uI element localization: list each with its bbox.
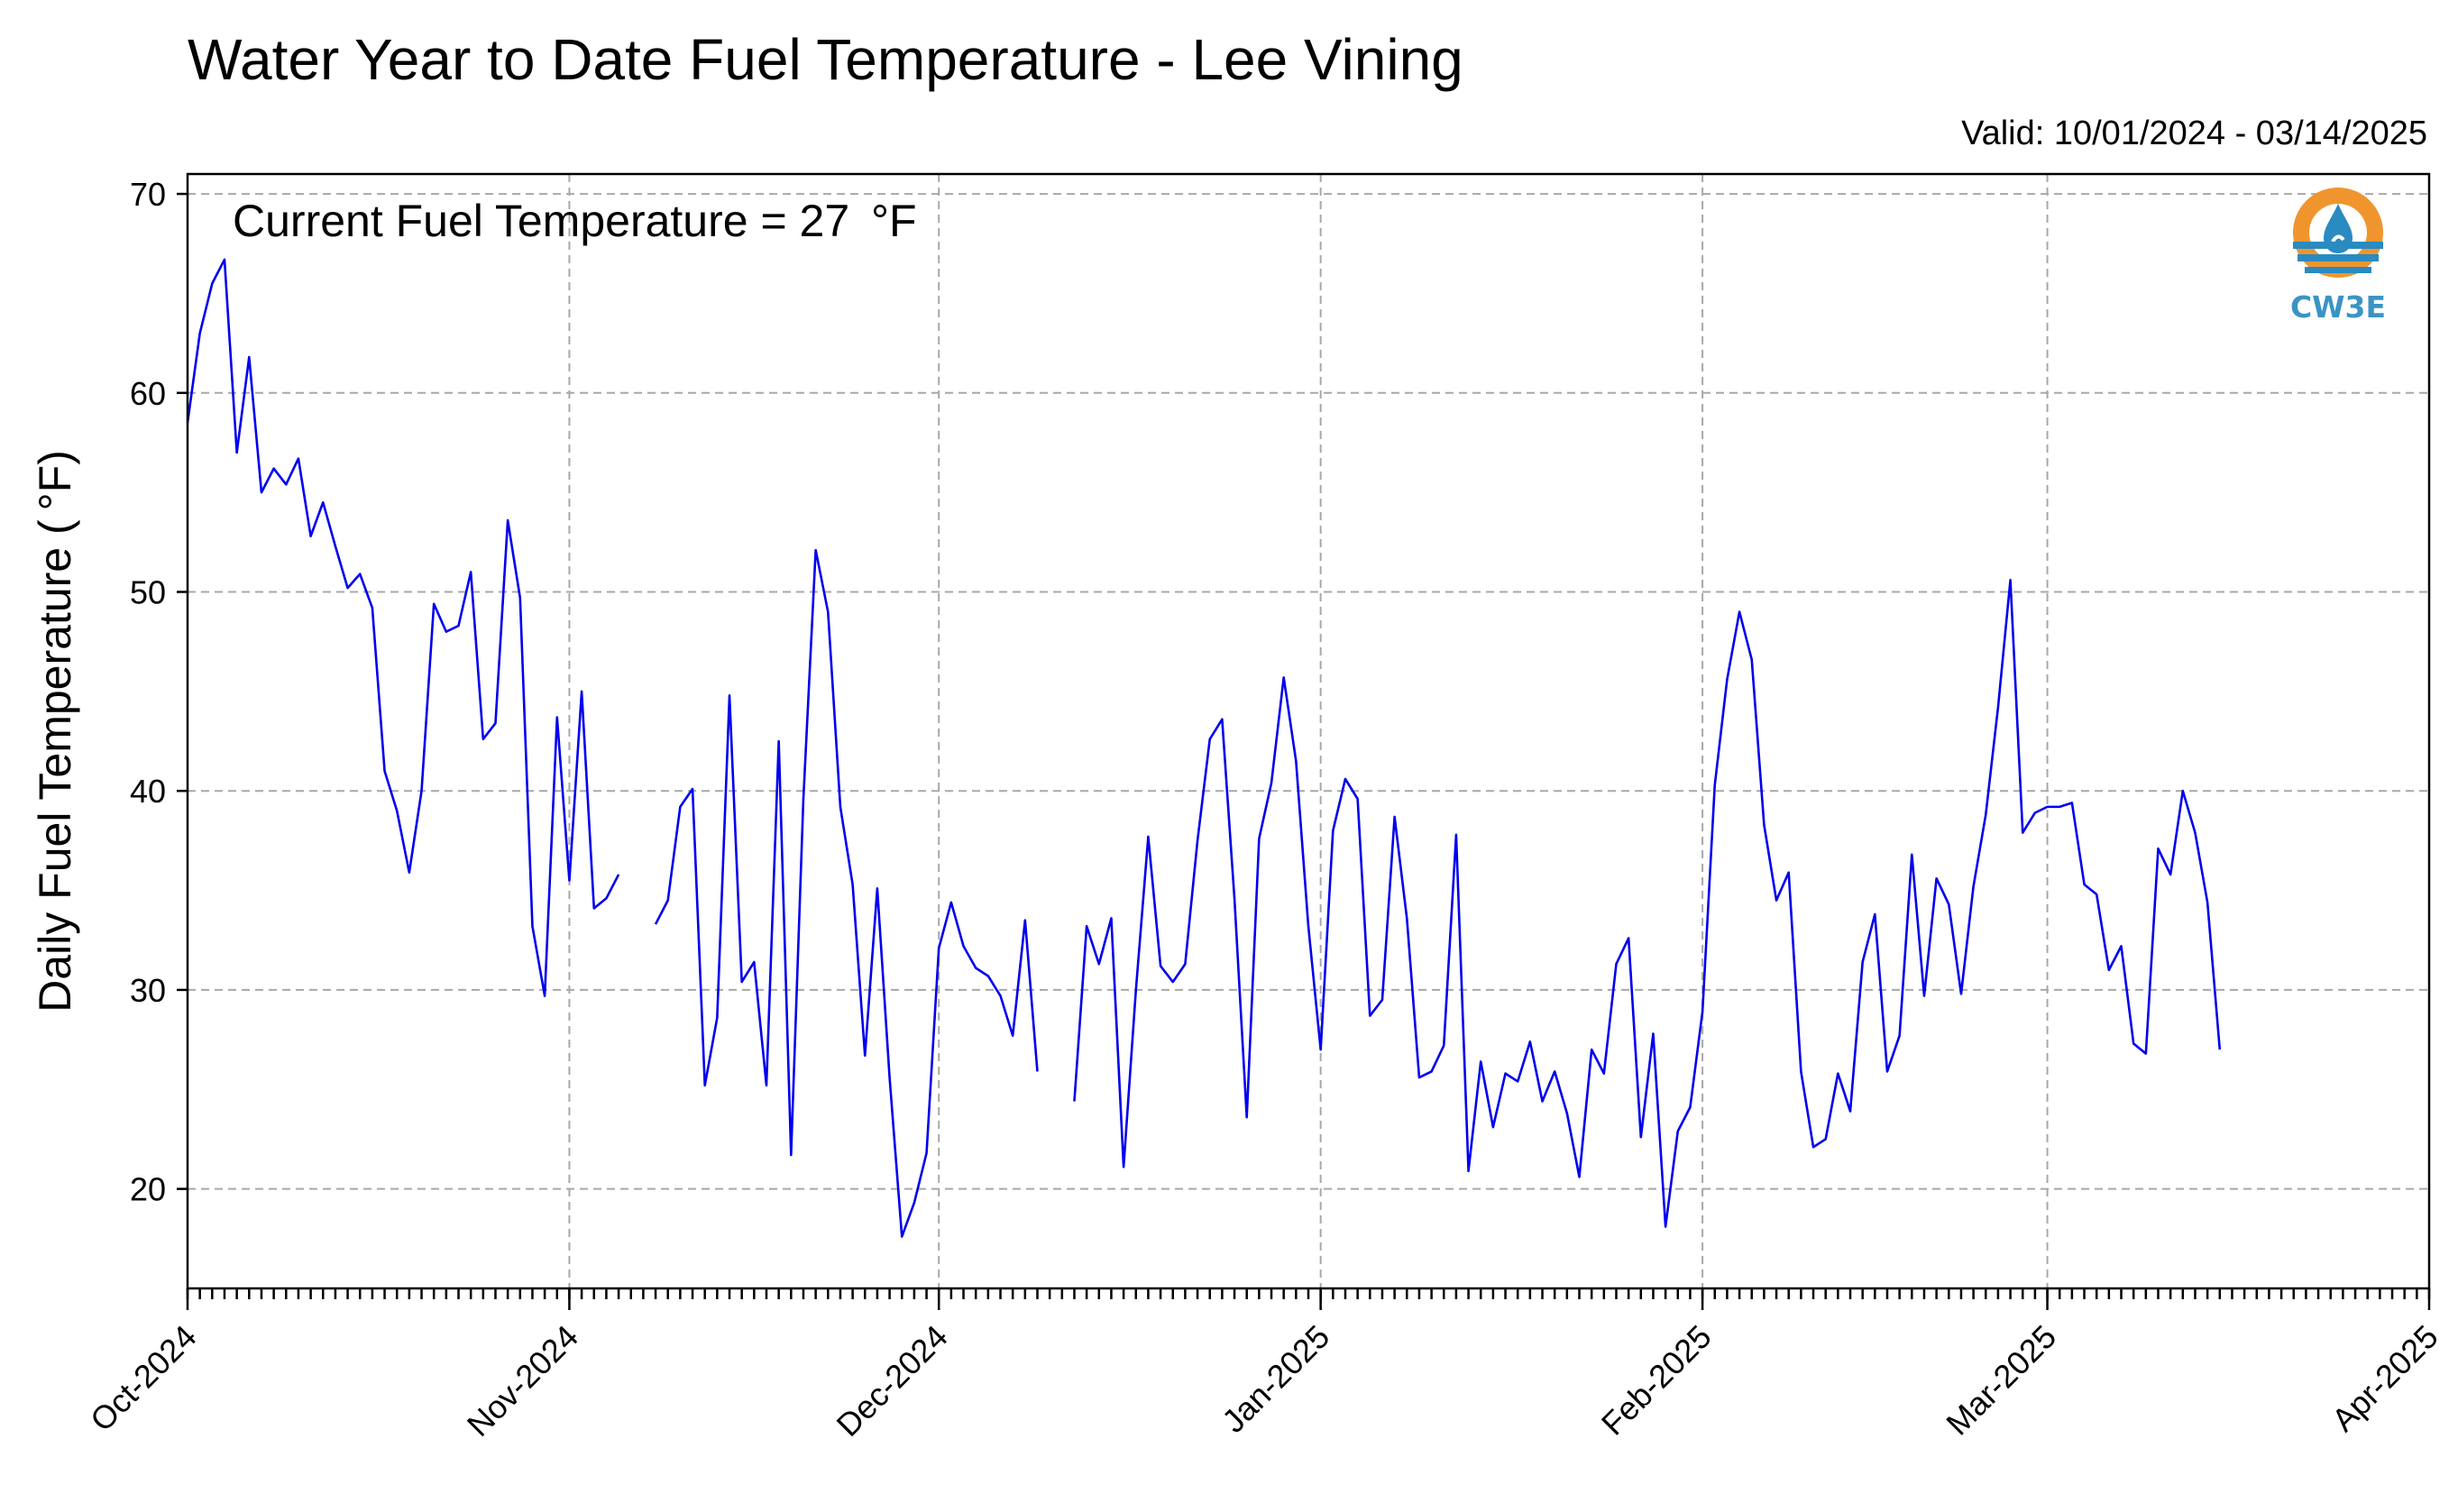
y-tick-label: 50 bbox=[130, 574, 166, 611]
chart-subtitle: Valid: 10/01/2024 - 03/14/2025 bbox=[1961, 115, 2427, 152]
y-axis-label: Daily Fuel Temperature ( °F) bbox=[30, 450, 80, 1013]
y-tick-label: 40 bbox=[130, 773, 166, 810]
x-tick-label: Jan-2025 bbox=[1215, 1318, 1336, 1440]
x-tick-label: Apr-2025 bbox=[2325, 1318, 2445, 1439]
plot-axes bbox=[186, 172, 2431, 1290]
cw3e-logo-text: CW3E bbox=[2290, 289, 2386, 325]
cw3e-logo: CW3E bbox=[2290, 188, 2386, 325]
x-tick-label: Mar-2025 bbox=[1939, 1318, 2063, 1443]
cw3e-logo-icon bbox=[2293, 188, 2383, 278]
x-tick-label: Oct-2024 bbox=[83, 1318, 204, 1439]
y-tick-label: 20 bbox=[130, 1171, 166, 1208]
y-tick-label: 60 bbox=[130, 375, 166, 412]
series-line-fuel-temperature bbox=[186, 258, 2222, 1238]
x-tick-label: Nov-2024 bbox=[460, 1318, 585, 1443]
current-temperature-annotation: Current Fuel Temperature = 27 °F bbox=[233, 196, 917, 246]
y-tick-label: 70 bbox=[130, 176, 166, 213]
plot-frame bbox=[186, 172, 2431, 1290]
grid-lines bbox=[188, 174, 2429, 1288]
x-tick-label: Feb-2025 bbox=[1594, 1318, 1719, 1443]
x-tick-label: Dec-2024 bbox=[830, 1318, 955, 1443]
x-axis-ticks: Oct-2024 Nov-2024 Dec-2024 Jan-2025 Feb-2025… bbox=[83, 1288, 2445, 1443]
y-axis-ticks: 20 30 40 50 60 70 bbox=[130, 176, 188, 1208]
y-tick-label: 30 bbox=[130, 972, 166, 1009]
chart-title: Water Year to Date Fuel Temperature - Le… bbox=[188, 27, 1463, 92]
